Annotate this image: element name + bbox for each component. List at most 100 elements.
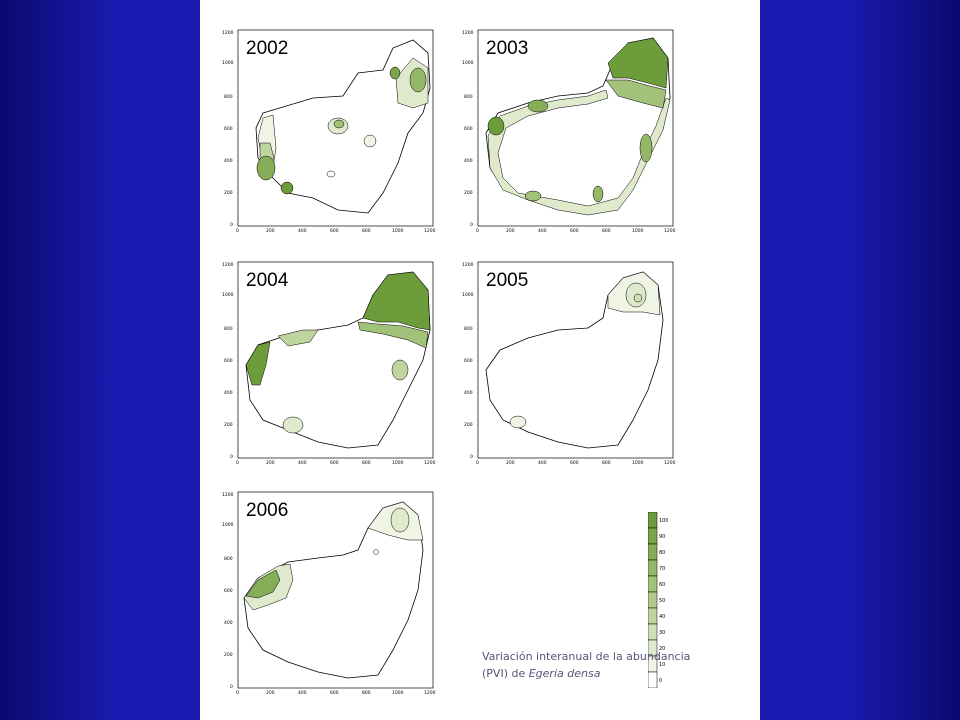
svg-text:0: 0 [230, 454, 233, 460]
legend-label: 90 [659, 534, 665, 540]
svg-text:600: 600 [330, 228, 339, 234]
svg-text:1000: 1000 [462, 60, 474, 66]
svg-text:1200: 1200 [664, 228, 676, 234]
svg-text:1000: 1000 [632, 460, 644, 466]
svg-text:600: 600 [224, 126, 233, 132]
legend-label: 0 [659, 678, 662, 684]
legend-label: 40 [659, 614, 665, 620]
svg-text:1000: 1000 [222, 522, 234, 528]
legend-swatch [647, 591, 658, 609]
map-panel-2004: 2004 0 200 400 600 800 1000 1200 1200 10… [218, 250, 438, 470]
svg-text:600: 600 [570, 228, 579, 234]
svg-text:0: 0 [476, 228, 479, 234]
svg-text:600: 600 [464, 126, 473, 132]
svg-text:400: 400 [464, 390, 473, 396]
x-axis-ticks: 0 200 400 600 800 1000 1200 [236, 228, 436, 234]
svg-text:200: 200 [506, 228, 515, 234]
svg-text:1000: 1000 [392, 228, 404, 234]
legend-label: 10 [659, 662, 665, 668]
svg-text:800: 800 [464, 326, 473, 332]
svg-text:800: 800 [464, 94, 473, 100]
caption: Variación interanual de la abundancia (P… [482, 648, 762, 682]
svg-text:200: 200 [506, 460, 515, 466]
map-panel-2002: 2002 0 200 400 600 800 1000 1200 1200 10… [218, 18, 438, 238]
legend-label: 30 [659, 630, 665, 636]
y-axis-ticks: 1200 1000 800 600 400 200 0 [222, 262, 234, 460]
svg-text:600: 600 [570, 460, 579, 466]
svg-text:400: 400 [538, 228, 547, 234]
legend-label: 20 [659, 646, 665, 652]
svg-text:1000: 1000 [222, 292, 234, 298]
svg-text:800: 800 [224, 556, 233, 562]
year-label: 2003 [486, 38, 528, 59]
svg-text:200: 200 [266, 228, 275, 234]
svg-text:800: 800 [224, 94, 233, 100]
legend-swatch [647, 511, 658, 529]
svg-text:0: 0 [476, 460, 479, 466]
svg-text:600: 600 [464, 358, 473, 364]
svg-text:600: 600 [330, 460, 339, 466]
year-label: 2006 [246, 500, 288, 521]
year-label: 2004 [246, 270, 289, 291]
svg-text:1000: 1000 [632, 228, 644, 234]
y-axis-ticks: 1200 1000 800 600 400 200 0 [462, 30, 474, 228]
svg-text:800: 800 [362, 460, 371, 466]
svg-text:800: 800 [362, 228, 371, 234]
svg-text:600: 600 [224, 588, 233, 594]
legend-label: 80 [659, 550, 665, 556]
y-axis-ticks: 1200 1000 800 600 400 200 0 [222, 30, 234, 228]
caption-line-2: (PVI) de Egeria densa [482, 665, 762, 682]
svg-text:600: 600 [224, 358, 233, 364]
svg-text:1000: 1000 [392, 690, 404, 696]
svg-text:200: 200 [464, 190, 473, 196]
svg-text:0: 0 [236, 228, 239, 234]
svg-text:1200: 1200 [424, 690, 436, 696]
x-axis-ticks: 0 200 400 600 800 1000 1200 [236, 690, 436, 696]
legend-label: 70 [659, 566, 665, 572]
legend-label: 50 [659, 598, 665, 604]
svg-text:400: 400 [464, 158, 473, 164]
svg-text:0: 0 [470, 222, 473, 228]
svg-text:200: 200 [464, 422, 473, 428]
svg-text:200: 200 [266, 690, 275, 696]
svg-text:400: 400 [298, 228, 307, 234]
map-2003: 2003 0 200 400 600 800 1000 1200 1200 10… [462, 29, 676, 234]
svg-text:400: 400 [298, 460, 307, 466]
map-panel-2003: 2003 0 200 400 600 800 1000 1200 1200 10… [458, 18, 678, 238]
color-scale-legend: 100 90 80 70 60 50 40 30 20 10 0 [647, 511, 669, 689]
map-panel-2006: 2006 0 200 400 600 800 1000 1200 1200 10… [218, 480, 438, 700]
y-axis-ticks: 1200 1000 800 600 400 200 0 [222, 492, 234, 690]
svg-text:200: 200 [224, 190, 233, 196]
x-axis-ticks: 0 200 400 600 800 1000 1200 [476, 460, 676, 466]
svg-text:0: 0 [230, 222, 233, 228]
y-axis-ticks: 1200 1000 800 600 400 200 0 [462, 262, 474, 460]
legend-swatch [647, 543, 658, 561]
svg-text:1200: 1200 [462, 30, 474, 36]
x-axis-ticks: 0 200 400 600 800 1000 1200 [476, 228, 676, 234]
legend-swatch [647, 623, 658, 641]
slide: 2002 0 200 400 600 800 1000 1200 1200 10… [200, 0, 760, 720]
caption-species: Egeria densa [528, 667, 601, 680]
legend-label: 100 [659, 518, 668, 524]
svg-text:200: 200 [266, 460, 275, 466]
map-2005: 2005 0 200 400 600 800 1000 1200 1200 10… [462, 261, 676, 466]
svg-text:800: 800 [362, 690, 371, 696]
map-panel-2005: 2005 0 200 400 600 800 1000 1200 1200 10… [458, 250, 678, 470]
svg-text:0: 0 [236, 460, 239, 466]
svg-text:800: 800 [602, 228, 611, 234]
map-2002: 2002 0 200 400 600 800 1000 1200 1200 10… [222, 29, 436, 234]
svg-text:0: 0 [236, 690, 239, 696]
svg-text:400: 400 [224, 620, 233, 626]
map-2006: 2006 0 200 400 600 800 1000 1200 1200 10… [222, 491, 436, 696]
svg-text:1200: 1200 [222, 492, 234, 498]
svg-text:1000: 1000 [462, 292, 474, 298]
legend-swatch [647, 527, 658, 545]
legend-swatch [647, 575, 658, 593]
svg-text:1000: 1000 [392, 460, 404, 466]
svg-text:1200: 1200 [664, 460, 676, 466]
x-axis-ticks: 0 200 400 600 800 1000 1200 [236, 460, 436, 466]
svg-text:1200: 1200 [424, 460, 436, 466]
svg-text:0: 0 [230, 684, 233, 690]
svg-text:0: 0 [470, 454, 473, 460]
